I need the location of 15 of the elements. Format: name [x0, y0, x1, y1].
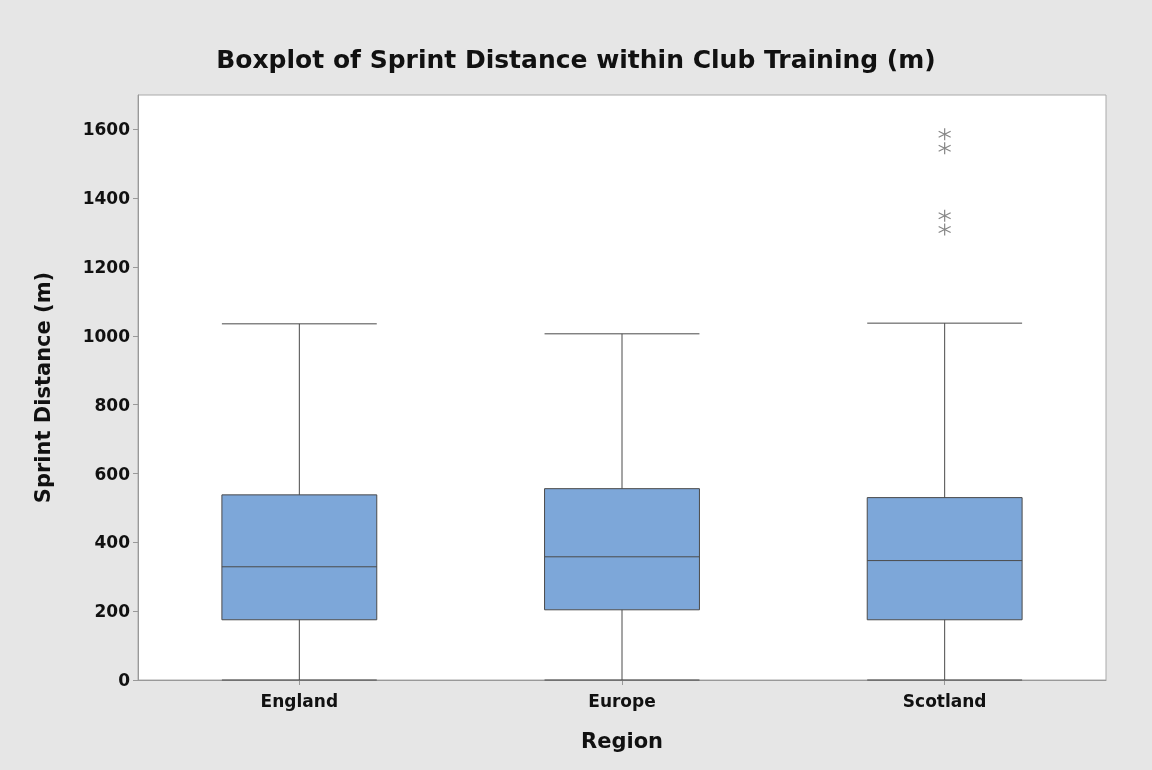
y-tick-label: 1400 — [82, 188, 131, 209]
chart-title: Boxplot of Sprint Distance within Club Training (m) — [216, 45, 936, 74]
x-axis-title: Region — [580, 728, 664, 753]
y-axis-title: Sprint Distance (m) — [30, 271, 55, 504]
y-tick-label: 1600 — [82, 119, 131, 140]
y-tick-label: 1200 — [82, 257, 131, 278]
x-tick-label: Europe — [588, 690, 656, 711]
y-tick-label: 200 — [94, 601, 131, 622]
y-tick-label: 0 — [118, 670, 131, 690]
y-tick-label: 1000 — [82, 325, 131, 346]
x-tick-label: England — [260, 690, 339, 711]
y-tick-label: 800 — [94, 394, 131, 415]
y-tick-label: 400 — [94, 532, 131, 553]
x-tick-label: Scotland — [902, 690, 987, 711]
y-tick-label: 600 — [94, 463, 131, 484]
